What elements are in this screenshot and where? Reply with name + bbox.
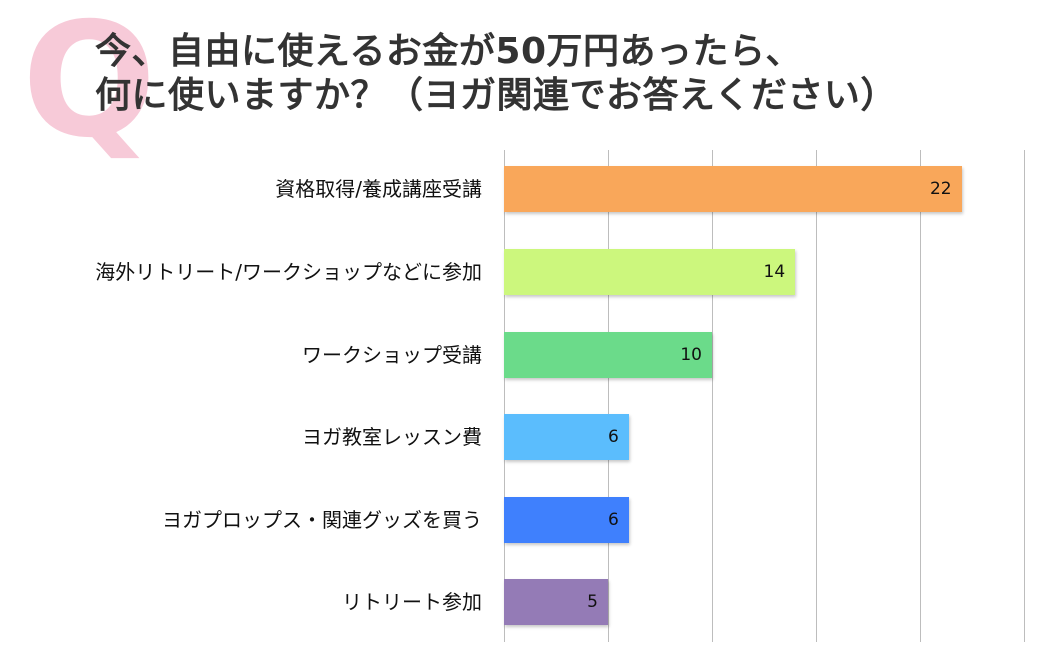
- bar-value: 6: [607, 510, 619, 530]
- gridline-15: [816, 150, 817, 642]
- gridline-0: [504, 150, 505, 642]
- gridline-20: [920, 150, 921, 642]
- bar-yoga-class-fee: 6: [504, 414, 629, 460]
- q-mark-decoration: Q: [22, 0, 157, 173]
- chart-title: 今、自由に使えるお金が50万円あったら、 何に使いますか？（ヨガ関連でお答えくだ…: [95, 30, 897, 118]
- bar-value: 6: [607, 427, 619, 447]
- bar-qualification-course: 22: [504, 166, 962, 212]
- gridline-10: [712, 150, 713, 642]
- category-label: ヨガ教室レッスン費: [302, 425, 482, 449]
- category-label: ヨガプロップス・関連グッズを買う: [162, 508, 482, 532]
- gridline-25: [1024, 150, 1025, 642]
- bar-overseas-retreat-workshop: 14: [504, 249, 796, 295]
- bar-workshop: 10: [504, 332, 712, 378]
- bar-value: 5: [587, 592, 598, 612]
- category-label: ワークショップ受講: [302, 343, 482, 367]
- plot-area: 22 14 10 6 6 5: [504, 150, 1025, 642]
- bar-yoga-props-goods: 6: [504, 497, 629, 543]
- title-line-1: 今、自由に使えるお金が50万円あったら、: [95, 31, 803, 72]
- bar-value: 14: [763, 262, 786, 282]
- bar-value: 22: [929, 179, 952, 199]
- bar-retreat: 5: [504, 579, 608, 625]
- category-label: リトリート参加: [342, 590, 482, 614]
- category-label: 資格取得/養成講座受講: [275, 177, 482, 201]
- category-label: 海外リトリート/ワークショップなどに参加: [95, 260, 482, 284]
- title-line-2: 何に使いますか？（ヨガ関連でお答えください）: [95, 75, 897, 116]
- bar-value: 10: [680, 345, 702, 365]
- gridline-5: [608, 150, 609, 642]
